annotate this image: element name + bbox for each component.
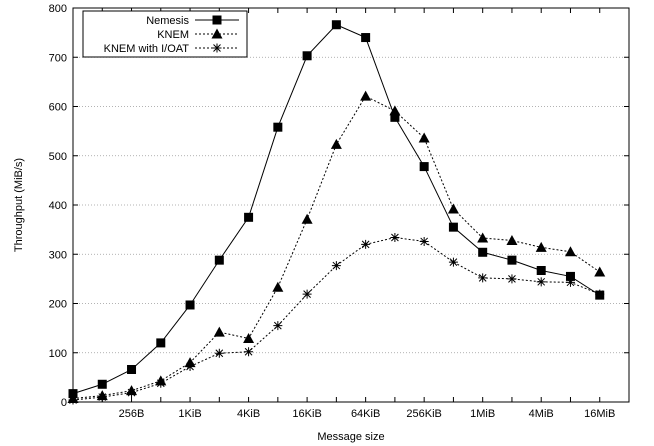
data-point bbox=[418, 132, 430, 143]
y-tick-label: 200 bbox=[49, 299, 67, 311]
y-tick-label: 600 bbox=[49, 102, 67, 114]
data-point bbox=[214, 255, 224, 265]
data-point bbox=[127, 388, 137, 398]
data-point bbox=[244, 347, 254, 357]
data-point bbox=[507, 255, 517, 265]
data-point bbox=[214, 348, 224, 358]
legend-label: KNEM bbox=[157, 29, 189, 41]
axes: 0 100 200 300 400 500 600 700 800 256B 1KiB 4KiB 16K… bbox=[49, 3, 630, 420]
x-tick-label: 16MiB bbox=[584, 408, 615, 420]
y-tick-label: 500 bbox=[49, 151, 67, 163]
data-point bbox=[478, 247, 488, 257]
series-knem-with-i-oat bbox=[68, 233, 605, 405]
data-point bbox=[361, 239, 371, 249]
data-point bbox=[127, 364, 137, 374]
x-tick-label: 16KiB bbox=[292, 408, 321, 420]
data-point bbox=[419, 236, 429, 246]
x-tick-label: 4KiB bbox=[237, 408, 260, 420]
data-point bbox=[595, 289, 605, 299]
series-nemesis bbox=[68, 20, 605, 399]
grid-lines bbox=[73, 56, 629, 354]
y-tick-label: 100 bbox=[49, 348, 67, 360]
data-point bbox=[244, 212, 254, 222]
data-point bbox=[301, 213, 313, 224]
x-tick-label: 256KiB bbox=[406, 408, 441, 420]
data-point bbox=[273, 122, 283, 132]
x-tick-label: 1MiB bbox=[470, 408, 495, 420]
data-point bbox=[564, 246, 576, 257]
x-axis-title: Message size bbox=[317, 431, 384, 443]
data-point bbox=[447, 203, 459, 214]
data-point bbox=[360, 90, 372, 101]
series-line bbox=[72, 24, 601, 395]
data-point bbox=[331, 20, 341, 30]
data-point bbox=[390, 112, 400, 122]
data-point bbox=[389, 105, 401, 116]
data-point bbox=[185, 300, 195, 310]
data-point bbox=[302, 289, 312, 299]
y-tick-label: 700 bbox=[49, 52, 67, 64]
data-point bbox=[212, 43, 222, 53]
data-point bbox=[565, 277, 575, 287]
data-point bbox=[448, 222, 458, 232]
series-knem bbox=[67, 90, 606, 404]
y-tick-label: 800 bbox=[49, 3, 67, 15]
data-point bbox=[68, 395, 78, 405]
x-tick-label: 256B bbox=[119, 408, 145, 420]
data-point bbox=[156, 338, 166, 348]
data-point bbox=[536, 266, 546, 276]
y-tick-label: 300 bbox=[49, 249, 67, 261]
data-point bbox=[507, 274, 517, 284]
y-axis-title: Throughput (MiB/s) bbox=[13, 158, 25, 252]
legend-label: Nemesis bbox=[146, 15, 189, 27]
data-point bbox=[97, 392, 107, 402]
data-point bbox=[478, 273, 488, 283]
x-tick-label: 64KiB bbox=[351, 408, 380, 420]
y-tick-label: 400 bbox=[49, 200, 67, 212]
data-point bbox=[477, 232, 489, 243]
data-point bbox=[331, 261, 341, 271]
data-point bbox=[448, 257, 458, 267]
data-point bbox=[302, 51, 312, 61]
data-point bbox=[156, 378, 166, 388]
data-point bbox=[97, 379, 107, 389]
data-point bbox=[536, 277, 546, 287]
plot-border bbox=[72, 7, 630, 403]
data-point bbox=[506, 234, 518, 245]
data-point bbox=[361, 33, 371, 43]
data-point bbox=[272, 281, 284, 292]
data-point bbox=[565, 271, 575, 281]
data-point bbox=[211, 28, 223, 39]
legend-label: KNEM with I/OAT bbox=[104, 43, 190, 55]
data-point bbox=[243, 332, 255, 343]
data-point bbox=[273, 321, 283, 331]
data-point bbox=[419, 162, 429, 172]
x-tick-label: 4MiB bbox=[529, 408, 554, 420]
x-tick-label: 1KiB bbox=[178, 408, 201, 420]
legend: Nemesis KNEM KNEM with I/OAT bbox=[82, 10, 248, 58]
y-tick-label: 0 bbox=[61, 397, 67, 409]
data-point bbox=[212, 15, 222, 25]
data-point bbox=[330, 138, 342, 149]
data-point bbox=[390, 233, 400, 243]
data-point bbox=[535, 241, 547, 252]
data-point bbox=[594, 266, 606, 277]
data-point bbox=[213, 326, 225, 337]
data-point bbox=[185, 362, 195, 372]
series-plot bbox=[67, 20, 606, 405]
